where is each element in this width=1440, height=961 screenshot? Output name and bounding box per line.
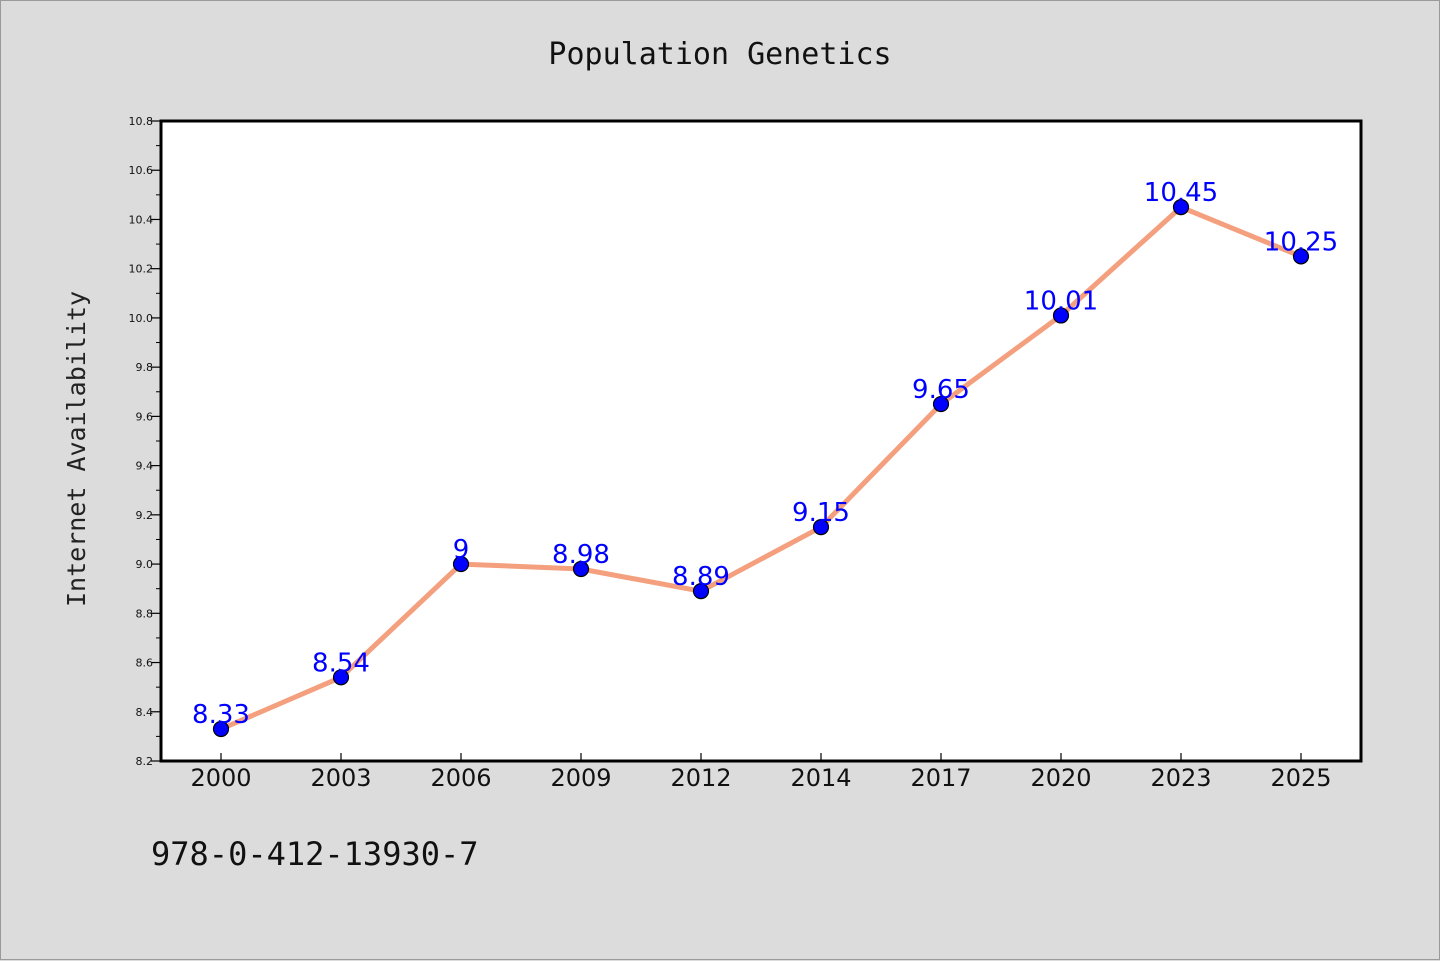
y-tick-label: 10.4 <box>129 213 154 226</box>
y-tick-label: 9.4 <box>136 460 154 473</box>
y-tick-label: 8.8 <box>136 607 154 620</box>
x-tick-label: 2020 <box>1030 764 1091 792</box>
data-point <box>812 519 830 536</box>
x-tick-label: 2025 <box>1270 764 1331 792</box>
data-point <box>1052 307 1070 324</box>
x-axis: 2000 2003 2006 2009 2012 2014 2017 2020 2023 2025 <box>190 753 1332 792</box>
data-point <box>692 583 710 600</box>
data-label: 9.15 <box>792 498 850 528</box>
data-point <box>1292 248 1310 265</box>
data-label: 8.33 <box>192 700 250 730</box>
y-tick-label: 10.6 <box>129 164 154 177</box>
data-label: 8.98 <box>552 540 610 570</box>
data-label: 8.89 <box>672 562 730 592</box>
data-label: 10.25 <box>1264 227 1338 257</box>
x-tick-label: 2000 <box>190 764 251 792</box>
x-tick-label: 2014 <box>790 764 851 792</box>
series-line <box>218 204 1304 732</box>
data-label-layer: 8.33 8.54 9 8.98 8.89 9.15 9.65 10.01 10.45 10.25 <box>192 178 1338 730</box>
y-axis: 8.2 8.4 8.6 8.8 9.0 9.2 9.4 9.6 9.8 10.0 10.2 10.4 1… <box>129 115 161 768</box>
x-tick-label: 2017 <box>910 764 971 792</box>
data-label: 10.01 <box>1024 286 1098 316</box>
marker-layer <box>212 199 1310 738</box>
x-tick-label: 2023 <box>1150 764 1211 792</box>
series-layer <box>218 204 1304 732</box>
y-tick-label: 10.2 <box>129 263 154 276</box>
y-tick-label: 10.0 <box>129 312 154 325</box>
data-point <box>452 555 470 573</box>
x-tick-label: 2003 <box>310 764 371 792</box>
data-label: 9.65 <box>912 375 970 405</box>
y-tick-label: 9.6 <box>136 410 154 423</box>
isbn-text: 978-0-412-13930-7 <box>151 835 479 873</box>
y-tick-label: 8.2 <box>136 755 154 768</box>
data-point <box>212 720 230 738</box>
y-tick-label: 8.4 <box>136 706 154 719</box>
y-tick-label: 10.8 <box>129 115 154 128</box>
y-tick-label: 9.2 <box>136 509 154 522</box>
data-point <box>332 669 350 686</box>
data-label: 10.45 <box>1144 178 1218 208</box>
data-label: 8.54 <box>312 648 370 678</box>
x-tick-label: 2009 <box>550 764 611 792</box>
data-point <box>932 395 950 413</box>
x-tick-label: 2012 <box>670 764 731 792</box>
data-label: 9 <box>453 535 470 565</box>
y-tick-label: 9.0 <box>136 558 154 571</box>
y-tick-label: 9.8 <box>136 361 154 374</box>
x-tick-label: 2006 <box>430 764 491 792</box>
data-point <box>1172 199 1190 216</box>
data-point <box>572 560 590 578</box>
chart-title: Population Genetics <box>548 37 891 72</box>
y-axis-label: Internet Availability <box>62 291 91 607</box>
y-tick-label: 8.6 <box>136 657 154 670</box>
